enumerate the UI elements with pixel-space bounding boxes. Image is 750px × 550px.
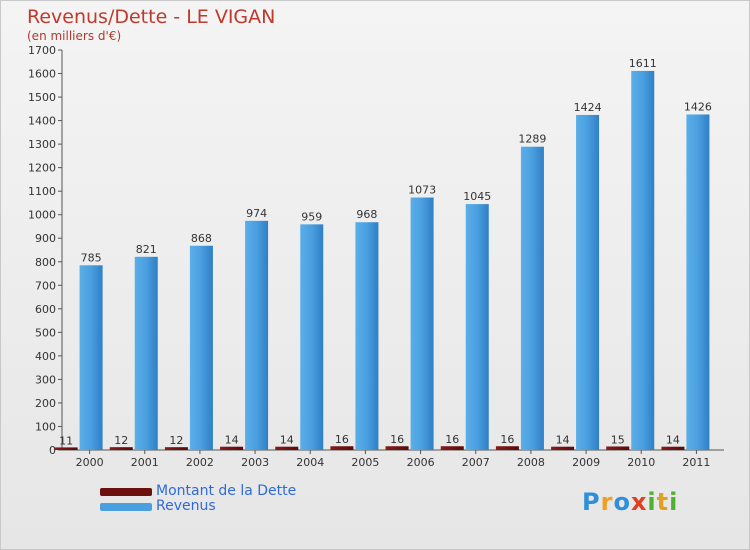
logo-letter: r	[600, 488, 614, 516]
logo-letter: i	[647, 488, 657, 516]
y-tick-label: 400	[35, 350, 56, 363]
logo-letter: t	[656, 488, 670, 516]
data-label-dette: 15	[611, 433, 625, 446]
legend-swatch-revenus	[100, 503, 152, 511]
data-label-dette: 16	[390, 433, 404, 446]
x-tick-label: 2005	[351, 456, 379, 469]
y-tick-label: 300	[35, 373, 56, 386]
data-label-dette: 14	[280, 434, 294, 447]
y-tick-label: 500	[35, 326, 56, 339]
bar-revenus	[79, 265, 103, 450]
x-tick-label: 2004	[296, 456, 324, 469]
y-tick-label: 1000	[28, 209, 56, 222]
data-label-dette: 14	[556, 434, 570, 447]
x-tick-label: 2003	[241, 456, 269, 469]
data-label-revenus: 821	[136, 243, 157, 256]
data-label-dette: 11	[59, 434, 73, 447]
y-tick-label: 100	[35, 420, 56, 433]
x-tick-label: 2006	[407, 456, 435, 469]
data-label-dette: 12	[169, 434, 183, 447]
chart-subtitle: (en milliers d'€)	[27, 29, 122, 43]
data-label-revenus: 959	[301, 210, 322, 223]
bar-revenus	[134, 256, 158, 450]
bar-revenus	[520, 146, 544, 451]
data-label-revenus: 1045	[463, 190, 491, 203]
logo-letter: x	[630, 488, 648, 516]
y-tick-label: 1700	[28, 44, 56, 57]
y-tick-label: 900	[35, 232, 56, 245]
logo-letter: o	[613, 488, 631, 516]
data-label-revenus: 868	[191, 232, 212, 245]
data-label-revenus: 974	[246, 207, 267, 220]
x-tick-label: 2000	[76, 456, 104, 469]
y-tick-label: 0	[49, 444, 56, 457]
bar-dette	[220, 446, 244, 450]
y-tick-label: 1300	[28, 138, 56, 151]
bar-dette	[661, 446, 685, 450]
data-label-revenus: 1426	[684, 100, 712, 113]
y-tick-label: 1400	[28, 115, 56, 128]
y-tick-label: 1500	[28, 91, 56, 104]
bar-dette	[275, 446, 299, 450]
y-tick-label: 1100	[28, 185, 56, 198]
logo-letter: i	[669, 488, 679, 516]
bar-dette	[109, 447, 133, 450]
bar-revenus	[631, 70, 655, 451]
y-tick-label: 800	[35, 256, 56, 269]
data-label-revenus: 1289	[518, 133, 546, 146]
y-tick-label: 700	[35, 279, 56, 292]
bar-revenus	[245, 220, 269, 450]
data-label-revenus: 1424	[574, 101, 602, 114]
bar-dette	[385, 446, 409, 450]
bar-revenus	[410, 197, 434, 450]
y-tick-label: 1600	[28, 68, 56, 81]
legend-label-dette: Montant de la Dette	[156, 483, 297, 499]
legend-label-revenus: Revenus	[156, 498, 216, 514]
bar-revenus	[189, 245, 213, 450]
chart-title: Revenus/Dette - LE VIGAN	[27, 6, 276, 28]
data-label-revenus: 968	[356, 208, 377, 221]
x-tick-label: 2008	[517, 456, 545, 469]
x-tick-label: 2002	[186, 456, 214, 469]
bar-revenus	[465, 204, 489, 450]
x-tick-label: 2009	[572, 456, 600, 469]
bar-dette	[606, 446, 630, 450]
bar-dette	[54, 447, 78, 450]
logo-letter: P	[582, 488, 601, 516]
bar-revenus	[300, 224, 324, 450]
x-tick-label: 2010	[627, 456, 655, 469]
data-label-dette: 14	[225, 434, 239, 447]
data-label-dette: 12	[114, 434, 128, 447]
data-label-revenus: 785	[81, 251, 102, 264]
bar-dette	[164, 447, 188, 450]
proxiti-logo: Proxiti	[582, 488, 678, 516]
y-tick-label: 600	[35, 303, 56, 316]
y-tick-label: 1200	[28, 162, 56, 175]
legend-swatch-dette	[100, 488, 152, 496]
y-tick-label: 200	[35, 397, 56, 410]
data-label-revenus: 1611	[629, 57, 657, 70]
bar-revenus	[355, 222, 379, 450]
x-tick-label: 2007	[462, 456, 490, 469]
data-label-dette: 16	[445, 433, 459, 446]
bar-revenus	[686, 114, 710, 451]
x-tick-label: 2011	[682, 456, 710, 469]
bar-dette	[551, 446, 575, 450]
bar-revenus	[576, 114, 600, 451]
data-label-revenus: 1073	[408, 184, 436, 197]
data-label-dette: 16	[335, 433, 349, 446]
data-label-dette: 14	[666, 434, 680, 447]
data-label-dette: 16	[500, 433, 514, 446]
x-tick-label: 2001	[131, 456, 159, 469]
bar-dette	[495, 446, 519, 450]
bar-dette	[440, 446, 464, 450]
bar-dette	[330, 446, 354, 450]
